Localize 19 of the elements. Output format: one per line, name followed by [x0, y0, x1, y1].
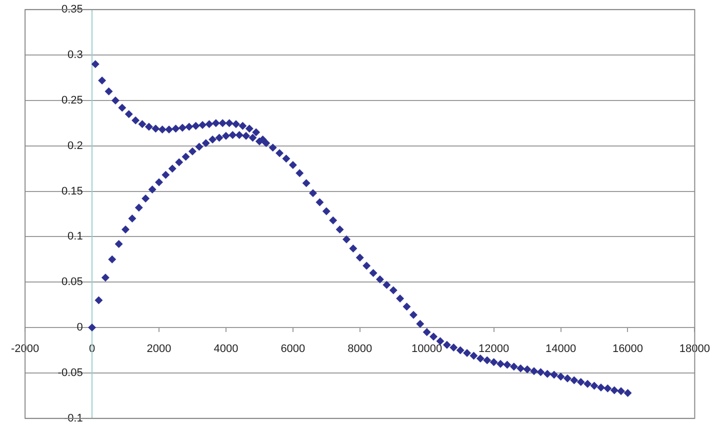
y-tick-label: 0.3: [68, 49, 92, 62]
y-tick-label: -0.05: [58, 367, 92, 380]
x-tick-label: 8000: [348, 343, 372, 356]
y-tick-label: 0.2: [68, 140, 92, 152]
x-tick-label: 2000: [146, 343, 172, 356]
y-tick-label: 0.05: [61, 276, 92, 288]
y-tick-label: 0.15: [61, 185, 92, 198]
y-tick-label: 0.35: [61, 4, 92, 16]
x-tick-label: -2000: [10, 343, 40, 356]
x-tick-label: 6000: [280, 343, 306, 356]
y-tick-label: 0: [76, 322, 92, 334]
x-tick-label: 10000: [412, 343, 442, 356]
x-tick-label: 18000: [679, 343, 710, 356]
x-tick-label: 16000: [612, 343, 644, 356]
x-tick-label: 14000: [545, 343, 576, 356]
y-tick-label: 0.1: [68, 230, 92, 243]
x-tick-label: 4000: [214, 343, 238, 356]
y-tick-label: 0.25: [61, 94, 92, 106]
x-tick-label: 12000: [478, 343, 510, 356]
